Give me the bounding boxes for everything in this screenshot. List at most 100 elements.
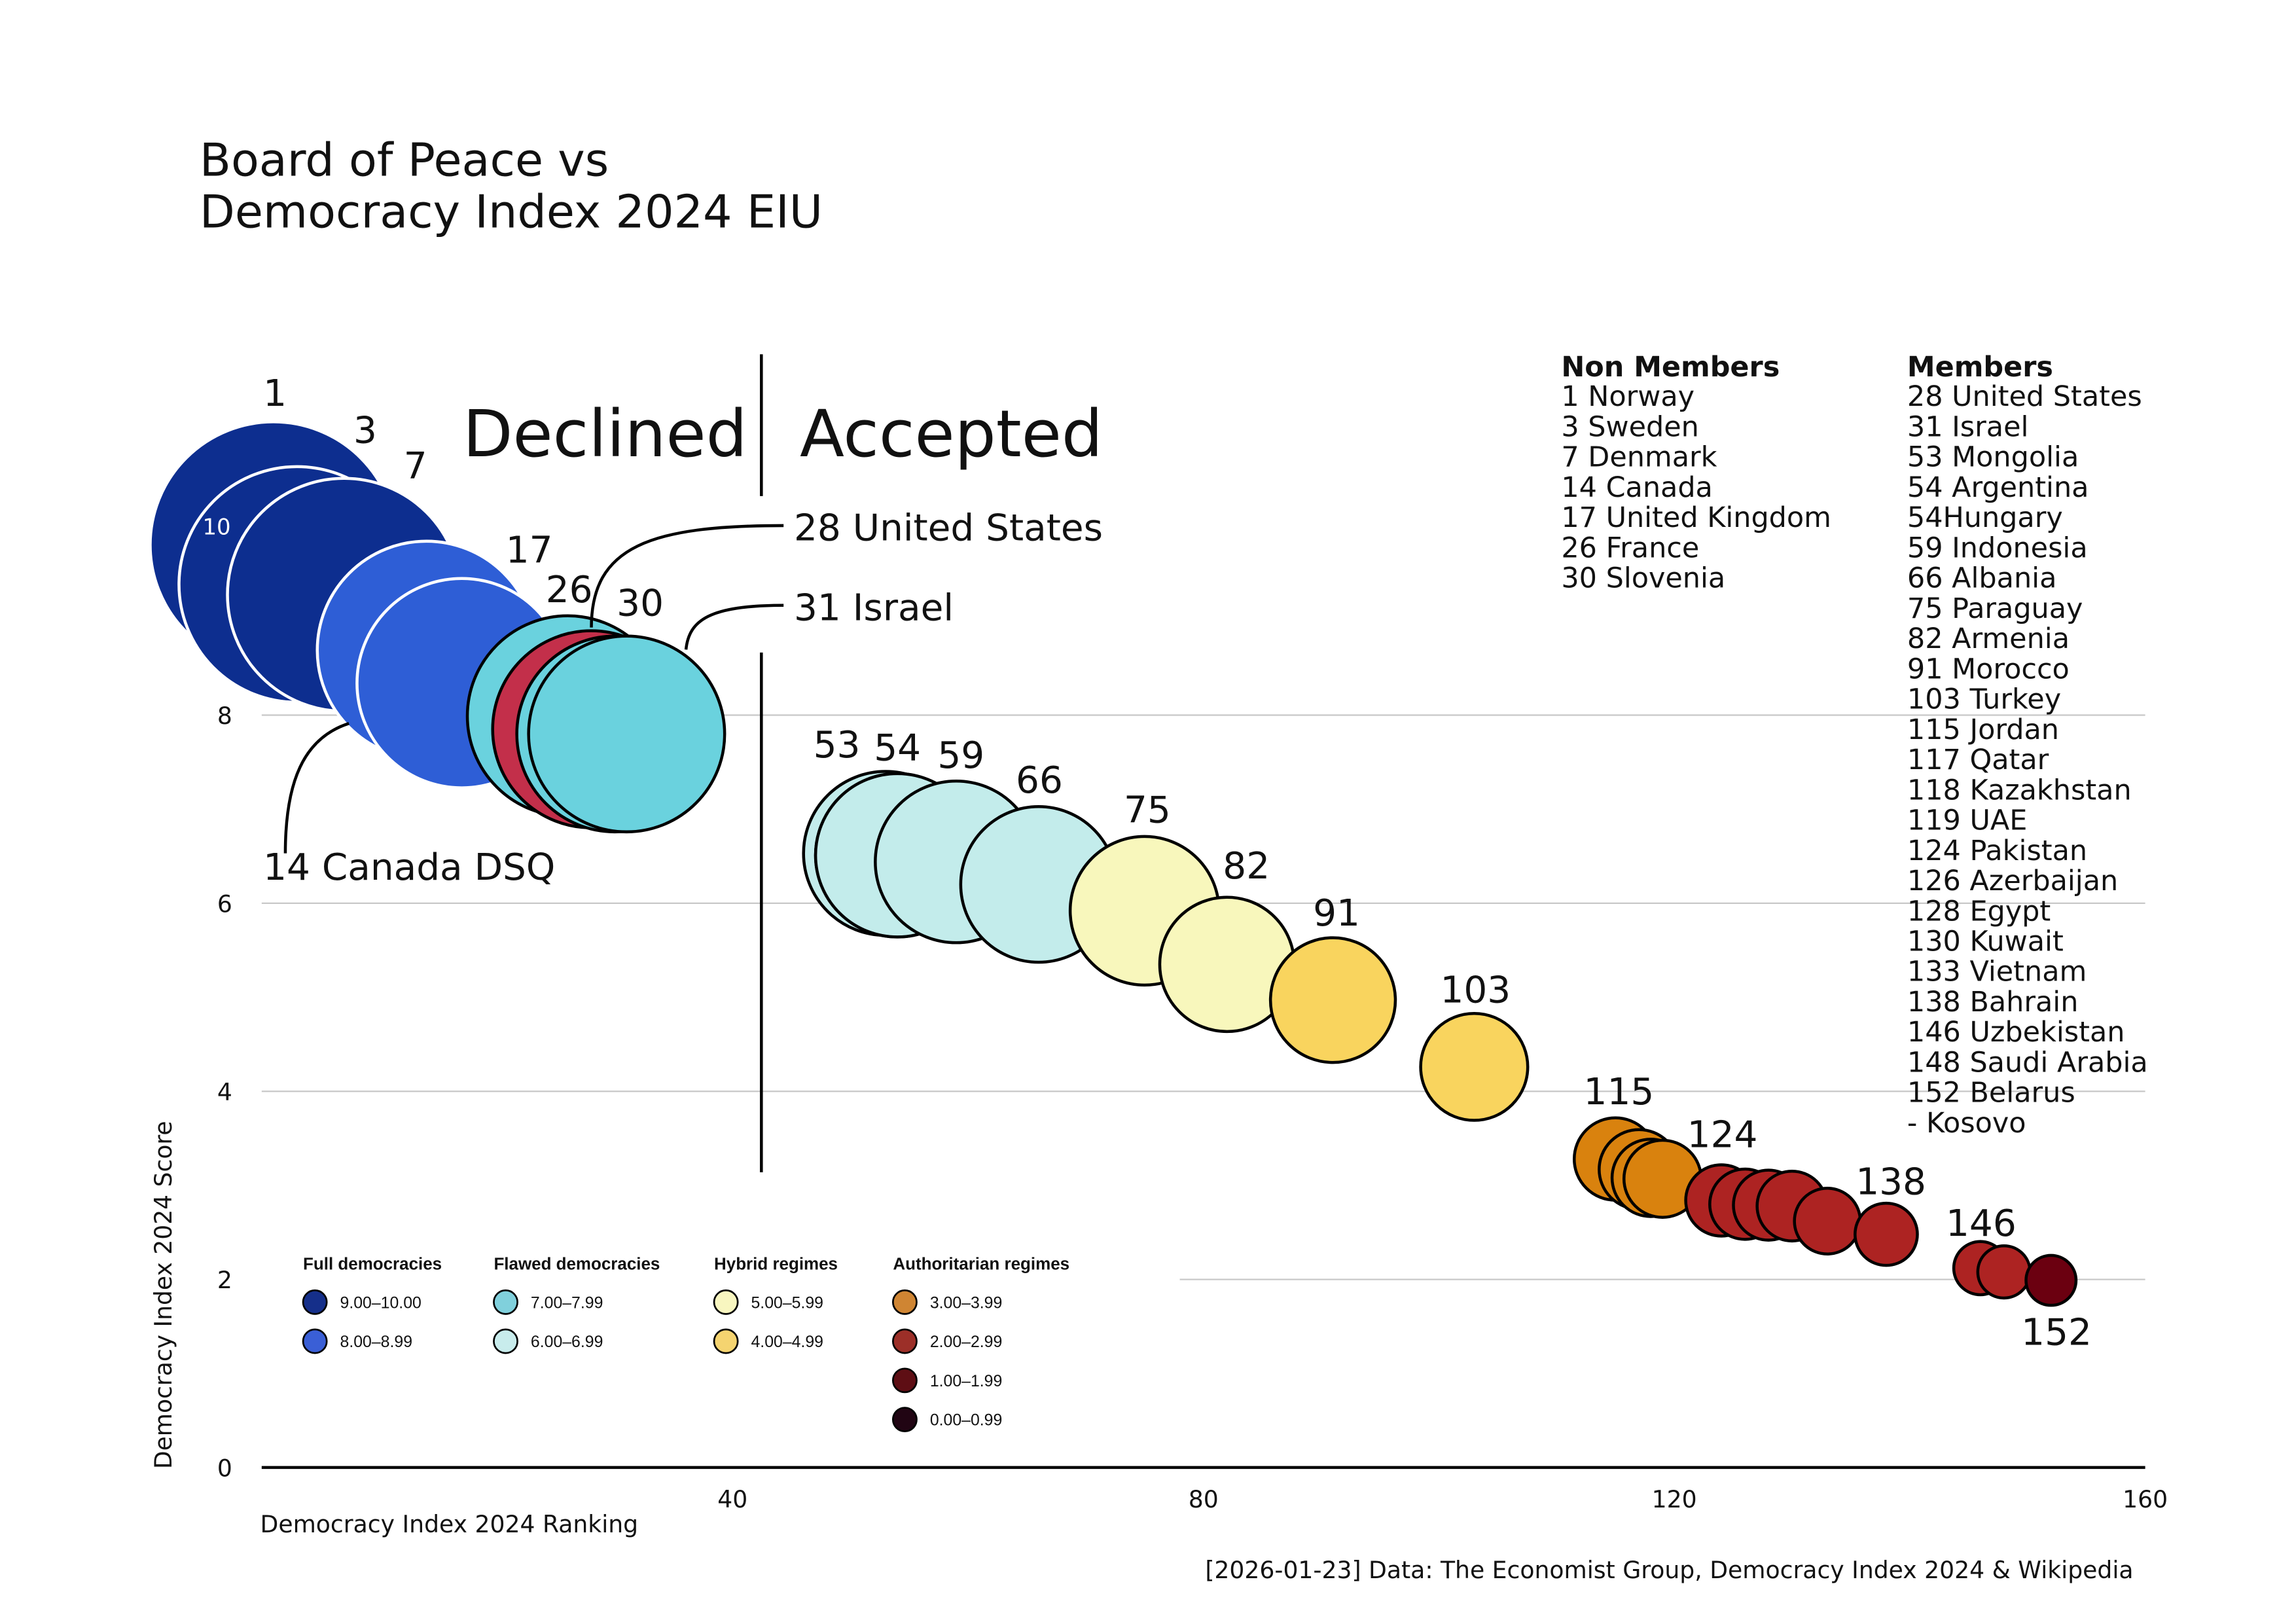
bubble-label-103: 103 [1440,969,1511,1011]
legend-item-label: 5.00–5.99 [751,1294,823,1312]
x-tick-label: 40 [717,1485,747,1513]
x-tick-label: 80 [1189,1485,1219,1513]
list-item: 118 Kazakhstan [1907,774,2132,806]
bubble-label-138: 138 [1856,1161,1926,1204]
legend-swatch [891,1289,918,1315]
list-item: 138 Bahrain [1907,986,2079,1019]
list-item: 152 Belarus [1907,1077,2075,1110]
bubble-rank-91 [1268,936,1397,1064]
legend-item-label: 3.00–3.99 [930,1294,1002,1312]
y-tick-10-inside: 10 [202,514,230,539]
callout-line-israel [684,604,784,650]
y-tick-labels: 0 2 4 6 8 [217,702,232,1482]
y-tick-label: 2 [217,1266,232,1294]
list-item: 14 Canada [1561,471,1713,504]
list-item: 54Hungary [1907,501,2063,534]
list-item: 126 Azerbaijan [1907,865,2118,897]
list-item: 17 United Kingdom [1561,501,1831,534]
bubble-rank-31 [527,634,726,834]
bubble-rank-103 [1419,1011,1530,1122]
bubble-label-26: 26 [546,569,593,611]
bubble-rank-152 [2024,1254,2078,1307]
legend-item-label: 9.00–10.00 [340,1294,422,1312]
bubble-label-75: 75 [1124,789,1171,831]
list-item: 128 Egypt [1907,895,2051,928]
bubble-label-115: 115 [1584,1071,1655,1113]
bubble-label-53: 53 [814,724,861,767]
legend-item-label: 6.00–6.99 [531,1333,603,1351]
x-axis-label: Democracy Index 2024 Ranking [260,1510,639,1538]
legend: Full democracies 9.00–10.00 8.00–8.99 Flawe… [302,1255,1069,1433]
list-item: 82 Armenia [1907,623,2070,655]
list-item: 130 Kuwait [1907,926,2064,958]
legend-swatch [891,1328,918,1354]
y-axis-label: Democracy Index 2024 Score [149,1121,177,1469]
list-title: Non Members [1561,351,1780,384]
y-tick-label: 0 [217,1454,232,1482]
list-item: 28 United States [1907,380,2142,413]
bubble-rank-133 [1793,1187,1862,1255]
list-item: 1 Norway [1561,380,1695,413]
callout-us: 28 United States [794,507,1103,550]
legend-swatch [493,1289,518,1315]
bubble-label-66: 66 [1016,759,1063,802]
legend-swatch [493,1328,518,1354]
x-tick-label: 120 [1652,1485,1697,1513]
legend-swatch [891,1367,918,1394]
legend-group-title: Full democracies [303,1255,442,1274]
bubble-label-3: 3 [353,410,377,452]
list-item: 75 Paraguay [1907,592,2083,625]
x-tick-label: 160 [2123,1485,2168,1513]
y-tick-label: 8 [217,702,232,730]
legend-group-title: Authoritarian regimes [893,1255,1069,1274]
legend-group-title: Hybrid regimes [714,1255,838,1274]
accepted-label: Accepted [800,397,1103,472]
callout-canada: 14 Canada DSQ [263,846,555,889]
list-item: 66 Albania [1907,562,2056,595]
list-item: 59 Indonesia [1907,532,2088,564]
bubble-rank-148 [1976,1244,2032,1300]
legend-swatch [713,1328,739,1354]
legend-swatch [713,1289,739,1315]
bubble-label-17: 17 [506,529,553,571]
legend-swatch [302,1289,328,1315]
bubble-label-54: 54 [874,727,921,770]
callout-line-us [590,524,784,628]
bubble-label-146: 146 [1946,1202,2017,1245]
callout-line-canada [283,722,350,854]
list-item: 91 Morocco [1907,653,2070,685]
legend-group-title: Flawed democracies [493,1255,660,1274]
legend-item-label: 4.00–4.99 [751,1333,823,1351]
list-item: 30 Slovenia [1561,562,1725,595]
declined-label: Declined [463,397,747,472]
list-item: 103 Turkey [1907,683,2061,716]
list-item: 115 Jordan [1907,713,2059,746]
list-title: Members [1907,351,2053,384]
bubble-label-1: 1 [263,372,287,415]
bubble-label-30: 30 [617,583,664,625]
list-item: 146 Uzbekistan [1907,1016,2125,1049]
y-tick-label: 4 [217,1078,232,1106]
list-item: 54 Argentina [1907,471,2089,504]
bubble-rank-138 [1854,1201,1919,1267]
bubble-label-59: 59 [937,734,984,777]
list-item: 148 Saudi Arabia [1907,1046,2148,1079]
x-tick-labels: 40 80 120 160 [717,1485,2168,1513]
list-item: 7 Denmark [1561,441,1717,474]
legend-item-label: 1.00–1.99 [930,1373,1002,1390]
legend-item-label: 0.00–0.99 [930,1412,1002,1430]
bubble-label-91: 91 [1313,892,1360,935]
callout-israel: 31 Israel [794,586,954,629]
legend-swatch [891,1407,918,1433]
legend-swatch [302,1328,328,1354]
list-item: 26 France [1561,532,1699,564]
list-item: 124 Pakistan [1907,835,2087,867]
legend-item-label: 2.00–2.99 [930,1333,1002,1351]
bubble-label-152: 152 [2021,1312,2092,1354]
chart-title-line-2: Democracy Index 2024 EIU [200,185,823,238]
list-item: 3 Sweden [1561,411,1699,444]
bubble-label-124: 124 [1687,1114,1758,1157]
